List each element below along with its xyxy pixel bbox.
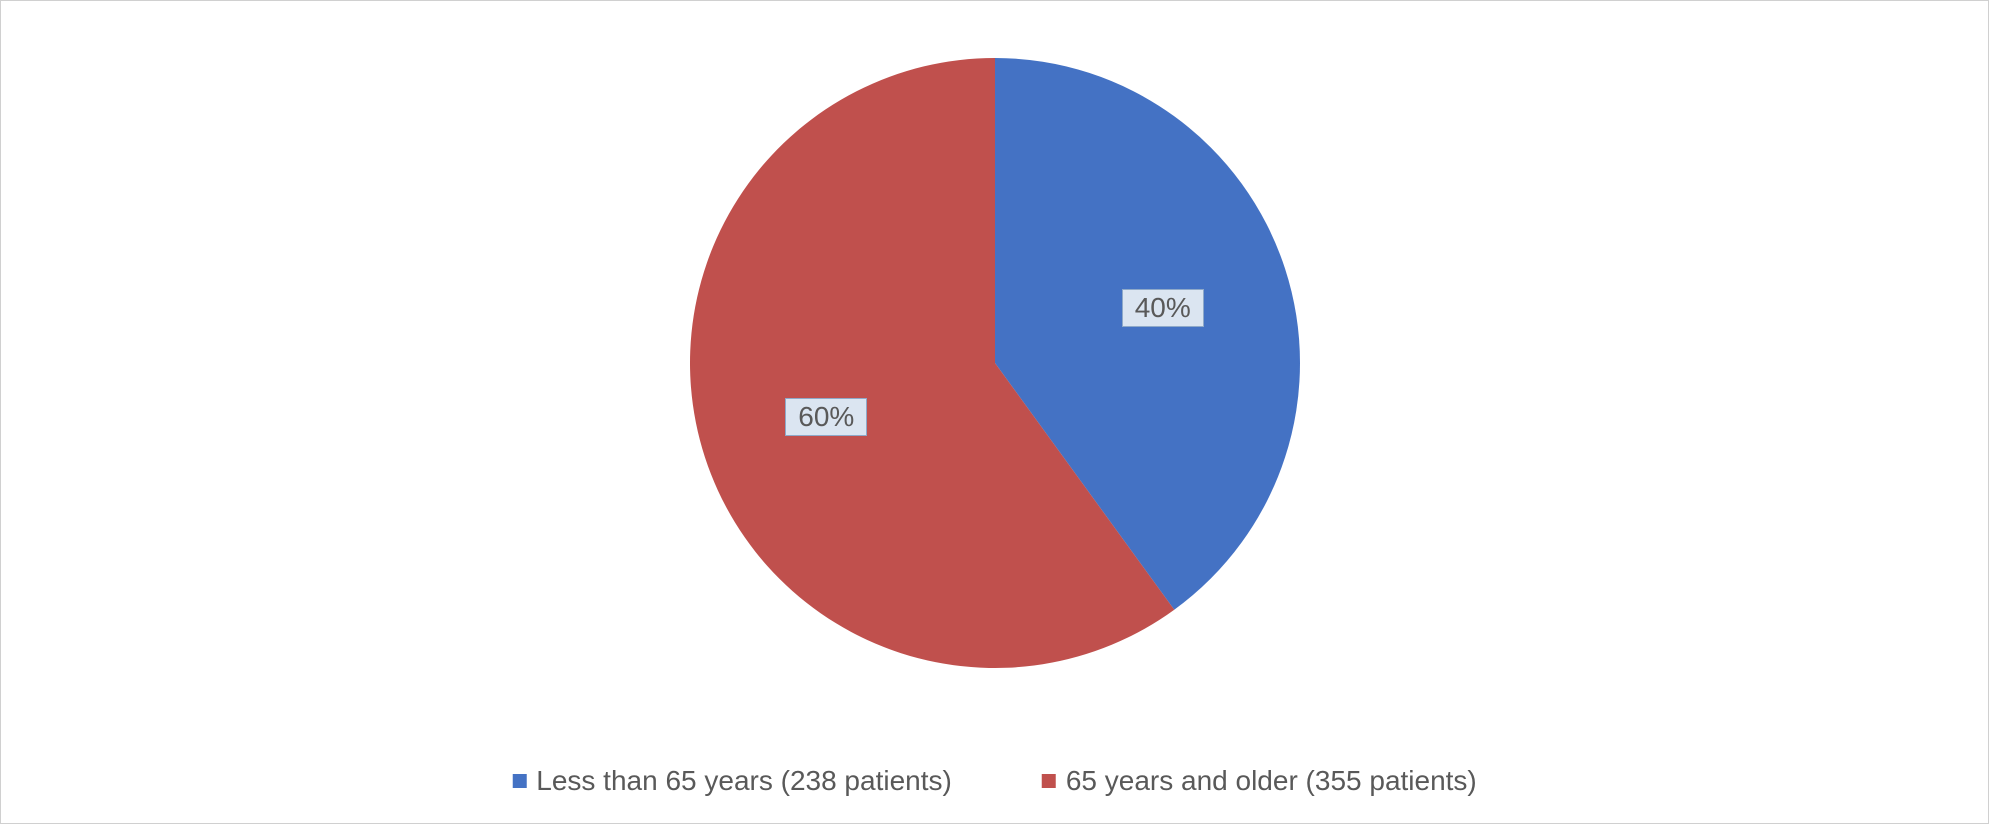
legend: Less than 65 years (238 patients) 65 year… <box>512 765 1477 797</box>
legend-label-0: Less than 65 years (238 patients) <box>536 765 952 797</box>
chart-container: 40% 60% Less than 65 years (238 patients)… <box>0 0 1989 824</box>
legend-marker-1 <box>1042 774 1056 788</box>
legend-item-0: Less than 65 years (238 patients) <box>512 765 952 797</box>
pie-data-label-0: 40% <box>1122 289 1204 327</box>
pie-data-label-1: 60% <box>785 398 867 436</box>
pie-svg <box>690 58 1300 668</box>
pie-chart: 40% 60% <box>690 58 1300 668</box>
legend-marker-0 <box>512 774 526 788</box>
legend-item-1: 65 years and older (355 patients) <box>1042 765 1477 797</box>
legend-label-1: 65 years and older (355 patients) <box>1066 765 1477 797</box>
